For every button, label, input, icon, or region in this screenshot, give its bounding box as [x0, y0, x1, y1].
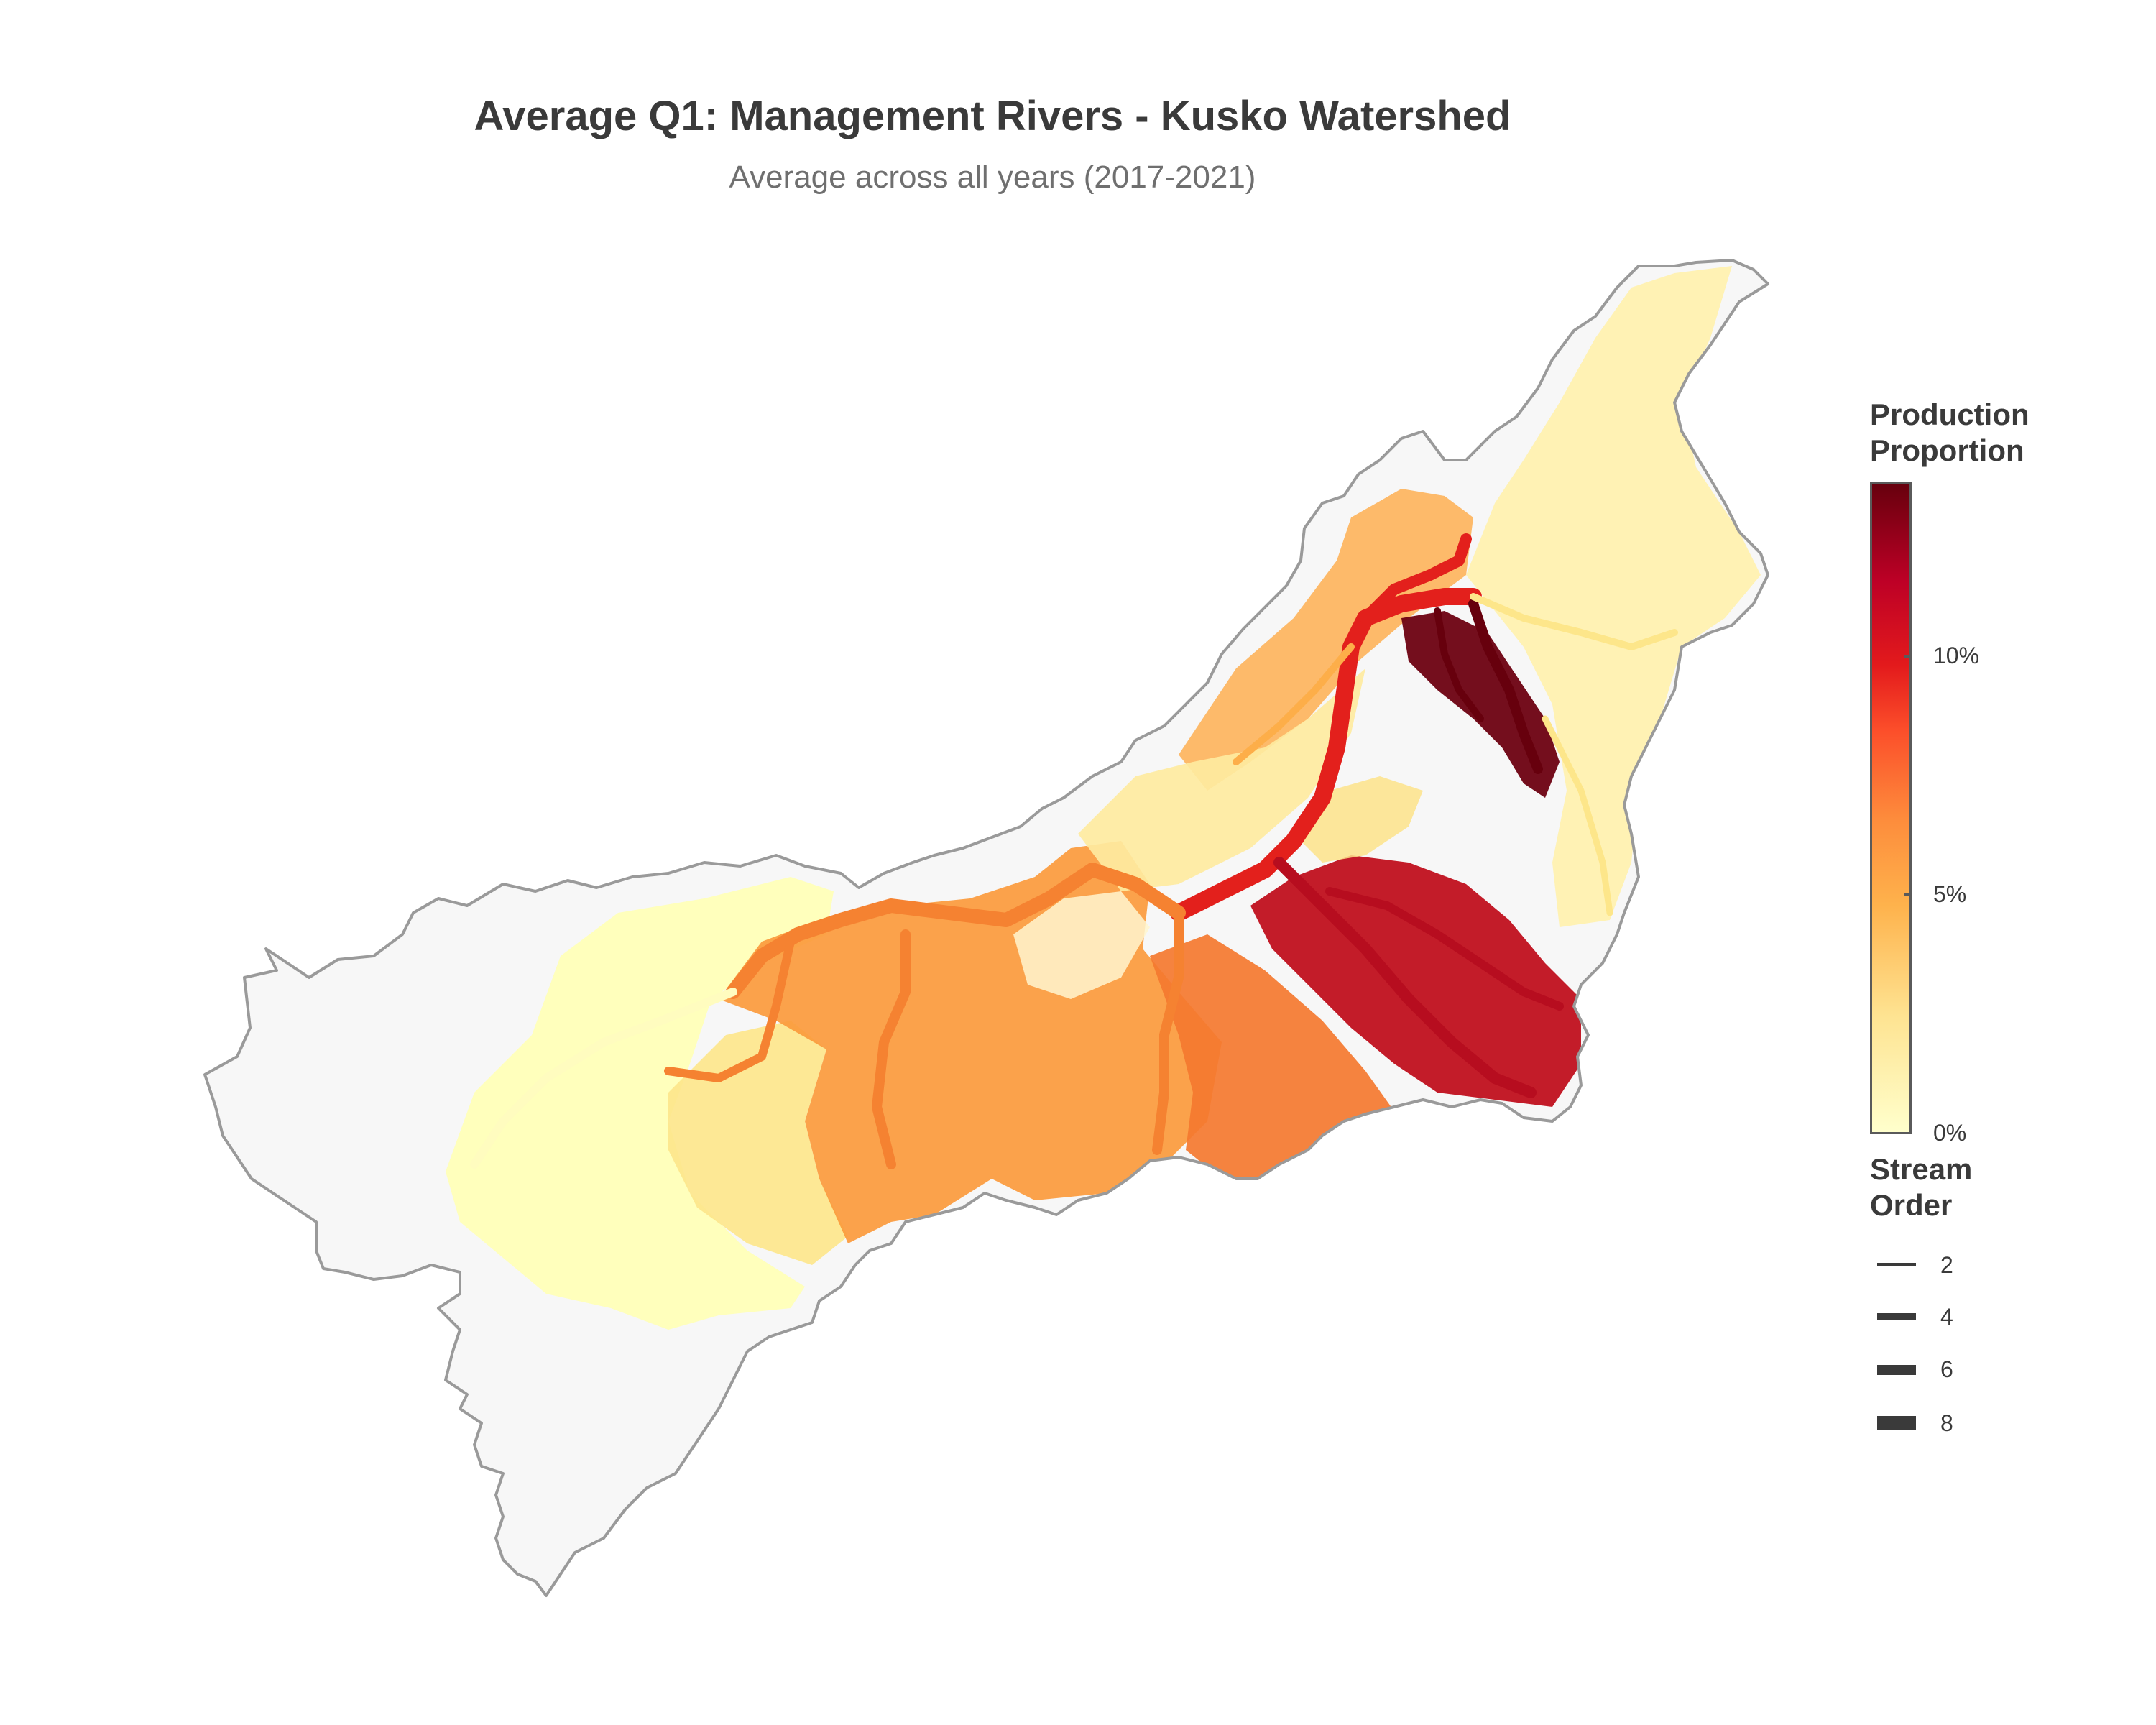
tributary-orange-sw2: [664, 937, 795, 1082]
map-subtitle: Average across all years (2017-2021): [729, 160, 1256, 195]
region-southwest-low: [668, 1021, 848, 1265]
stream-order-4-swatch: [1877, 1313, 1916, 1320]
tributary-darkred-east: [1273, 857, 1537, 1098]
color-tick-label-5: 5%: [1933, 881, 1967, 907]
stream-order-2-swatch: [1877, 1263, 1916, 1266]
size-legend-title: Stream Order: [1870, 1151, 1972, 1223]
tributary-orange-south: [1152, 908, 1184, 1155]
color-tick-label-0: 0%: [1933, 1120, 1967, 1146]
tributary-lightyellow-west: [470, 988, 737, 1169]
color-scale-bar: [1870, 482, 1912, 1134]
region-southern-orange: [1150, 934, 1401, 1179]
size-legend-title-line2: Order: [1870, 1188, 1953, 1222]
mainstem-orange-west: [726, 862, 1186, 999]
stream-order-label-6: 6: [1940, 1356, 1953, 1382]
size-legend-title-line1: Stream: [1870, 1152, 1973, 1186]
tributary-orange-sw: [872, 929, 911, 1169]
colorbar-tick-5: [1904, 893, 1912, 896]
watershed-boundary: [203, 259, 1769, 1597]
color-legend-title: Production Proportion: [1870, 397, 2030, 469]
tributary-yellow-ne2: [1542, 715, 1613, 916]
tributary-maroon-upper2: [1434, 607, 1484, 722]
color-tick-label-10: 10%: [1933, 643, 1980, 668]
stream-order-label-2: 2: [1940, 1252, 1953, 1278]
tributary-orange-north: [1233, 643, 1355, 765]
colorbar-tick-10: [1904, 656, 1912, 658]
region-western-lowlands: [446, 877, 834, 1330]
stream-order-label-4: 4: [1940, 1304, 1953, 1330]
tributary-yellow-ne: [1470, 593, 1678, 650]
mainstem-red: [1170, 588, 1482, 921]
stream-order-8-swatch: [1877, 1416, 1916, 1430]
tributary-darkred-east2: [1325, 887, 1564, 1011]
region-central-light: [1013, 891, 1150, 999]
tributary-maroon-upper: [1468, 599, 1543, 774]
region-north-orange: [1179, 489, 1473, 791]
color-legend-title-line2: Proportion: [1870, 433, 2024, 467]
stream-order-label-8: 8: [1940, 1410, 1953, 1436]
region-north-yellow: [1078, 668, 1365, 891]
stream-network: [470, 533, 1678, 1169]
region-upper-maroon: [1401, 611, 1560, 798]
mainstem-red-upper: [1360, 533, 1472, 624]
color-legend-title-line1: Production: [1870, 397, 2030, 431]
map-title: Average Q1: Management Rivers - Kusko Wa…: [474, 93, 1511, 139]
stream-order-6-swatch: [1877, 1365, 1916, 1375]
